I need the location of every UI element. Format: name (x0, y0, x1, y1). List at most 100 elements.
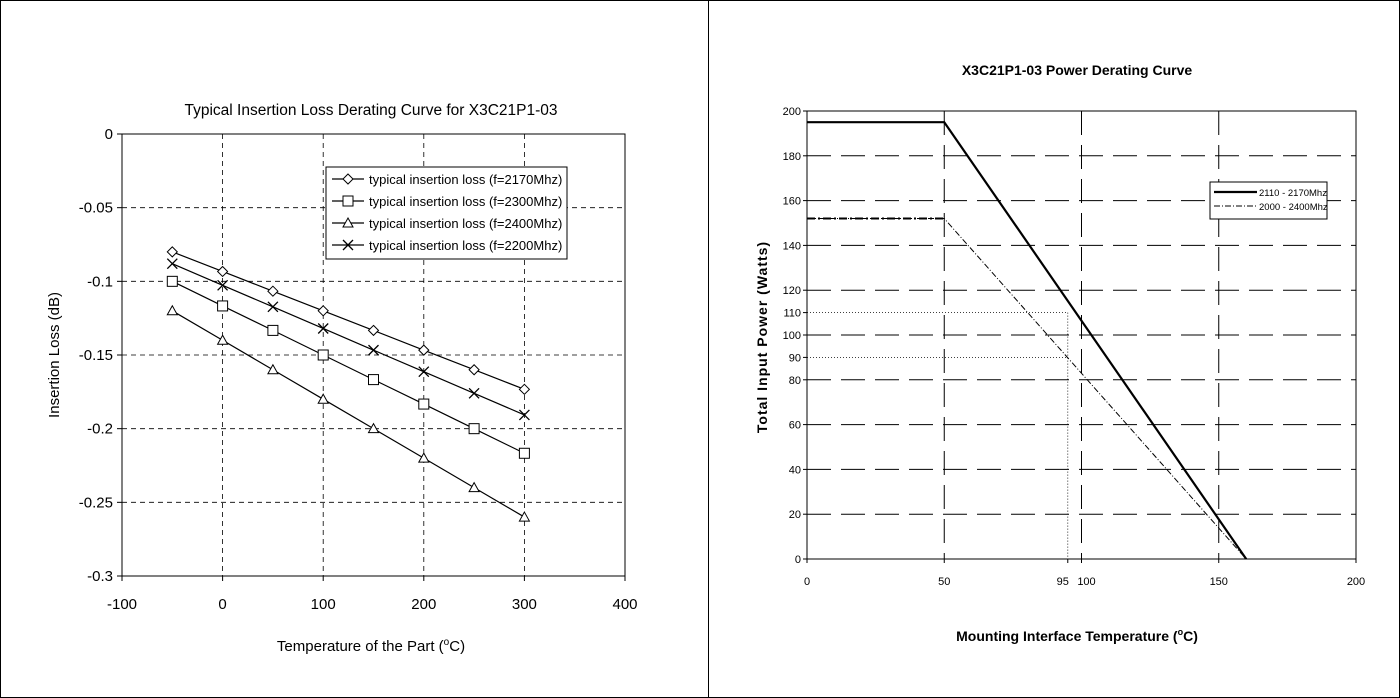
left-point-x (418, 366, 430, 378)
left-legend-diamond-icon (342, 173, 354, 185)
right-y-tick-label: 200 (783, 106, 801, 118)
left-point-square (317, 349, 329, 361)
left-point-diamond (367, 324, 380, 337)
right-x-tick-label: 200 (1347, 576, 1365, 588)
left-x-tick-label: -100 (107, 596, 137, 613)
right-y-tick-label: 60 (789, 420, 801, 432)
left-point-x (267, 301, 279, 313)
left-chart-title: Typical Insertion Loss Derating Curve fo… (184, 102, 557, 119)
right-y-axis: 0 20 40 60 80 90 100 110 120 140 160 180 200 (783, 106, 807, 566)
left-legend-label: typical insertion loss (f=2170Mhz) (369, 172, 562, 187)
left-point-square (518, 447, 530, 459)
left-x-tick-label: 100 (311, 596, 336, 613)
left-y-tick-label: -0.1 (87, 273, 113, 290)
left-series (166, 246, 531, 522)
left-point-triangle (216, 334, 229, 345)
left-point-triangle (518, 511, 531, 522)
left-series-line-x (172, 263, 525, 416)
right-series (807, 121, 1248, 560)
left-point-square (368, 374, 379, 386)
left-y-tick-label: -0.3 (87, 568, 113, 585)
right-grid (807, 111, 1356, 559)
left-x-tick-label: 200 (411, 596, 436, 613)
left-point-square (468, 423, 480, 435)
left-point-x (468, 387, 480, 399)
right-legend-label: 2110 - 2170Mhz (1259, 188, 1327, 199)
left-point-triangle (267, 363, 279, 375)
left-legend: typical insertion loss (f=2170Mhz) typica… (325, 166, 568, 260)
left-legend-triangle-icon (342, 216, 354, 228)
power-derating-chart: X3C21P1-03 Power Derating Curve 0 20 40 60 8… (754, 62, 1365, 644)
right-chart-title: X3C21P1-03 Power Derating Curve (962, 62, 1193, 78)
left-point-square (418, 398, 430, 410)
left-x-tick-label: 300 (512, 596, 537, 613)
left-y-axis: 0 -0.05 -0.1 -0.15 -0.2 -0.25 -0.3 (79, 126, 122, 585)
left-point-square (166, 275, 178, 287)
left-point-triangle (367, 422, 380, 434)
left-point-diamond (518, 383, 531, 396)
right-x-axis: 0 50 95 100 150 200 (804, 559, 1365, 588)
left-point-x (317, 323, 329, 334)
right-x-tick-label: 0 (804, 576, 810, 588)
right-y-tick-label: 140 (783, 240, 801, 252)
left-y-tick-label: 0 (105, 126, 113, 143)
left-series-line-diamond (172, 251, 525, 390)
left-x-axis-label: Temperature of the Part (oC) (277, 637, 465, 655)
right-y-tick-label: 110 (783, 308, 801, 320)
left-point-square (217, 300, 229, 312)
left-point-diamond (267, 285, 279, 297)
left-x-tick-label: 400 (612, 596, 637, 613)
left-legend-label: typical insertion loss (f=2300Mhz) (369, 194, 562, 209)
left-point-x (166, 258, 178, 270)
left-legend-square-icon (342, 195, 354, 207)
left-x-tick-label: 0 (218, 596, 226, 613)
right-x-tick-label: 100 (1077, 576, 1095, 588)
right-y-tick-label: 180 (783, 151, 801, 163)
right-y-tick-label: 40 (789, 464, 801, 476)
left-point-x (368, 344, 379, 356)
left-point-diamond (468, 364, 480, 376)
left-point-diamond (216, 265, 229, 278)
left-y-tick-label: -0.05 (79, 200, 113, 217)
left-legend-label: typical insertion loss (f=2200Mhz) (369, 238, 562, 253)
right-legend-label: 2000 - 2400Mhz (1259, 202, 1328, 213)
right-x-tick-label: 50 (938, 576, 950, 588)
right-series-line (807, 121, 1248, 560)
left-legend-label: typical insertion loss (f=2400Mhz) (369, 216, 562, 231)
panel-divider (708, 0, 709, 698)
right-series-line (807, 218, 1247, 560)
right-y-tick-label: 100 (783, 330, 801, 342)
left-point-triangle (468, 481, 480, 493)
left-y-axis-label: Insertion Loss (dB) (46, 292, 63, 418)
left-legend-box (325, 166, 568, 260)
left-point-triangle (166, 304, 179, 316)
right-y-tick-label: 120 (783, 285, 801, 297)
left-y-tick-label: -0.25 (79, 494, 113, 511)
left-y-tick-label: -0.15 (79, 347, 113, 364)
right-y-tick-label: 160 (783, 196, 801, 208)
right-legend-box (1209, 181, 1328, 220)
left-point-square (267, 324, 279, 336)
left-point-triangle (317, 393, 330, 404)
left-point-diamond (418, 344, 430, 356)
left-point-diamond (317, 305, 329, 317)
right-reference-lines (807, 312, 1069, 559)
right-x-tick-label: 95 (1057, 576, 1069, 588)
right-y-tick-label: 20 (789, 509, 801, 521)
left-point-x (518, 409, 530, 421)
right-y-tick-label: 90 (789, 352, 801, 364)
left-series-line-square (172, 280, 525, 454)
right-x-axis-label: Mounting Interface Temperature (oC) (956, 627, 1198, 644)
left-legend-x-icon (342, 239, 354, 251)
right-y-tick-label: 80 (789, 375, 801, 387)
left-point-triangle (417, 452, 430, 463)
left-y-tick-label: -0.2 (87, 421, 113, 438)
left-point-x (217, 279, 229, 291)
right-y-axis-label: Total Input Power (Watts) (754, 241, 770, 433)
left-x-axis: -100 0 100 200 300 400 (107, 576, 638, 613)
left-series-line-triangle (171, 310, 525, 518)
right-y-tick-label: 0 (795, 554, 801, 566)
right-legend: 2110 - 2170Mhz 2000 - 2400Mhz (1209, 181, 1328, 220)
left-point-diamond (166, 246, 179, 258)
